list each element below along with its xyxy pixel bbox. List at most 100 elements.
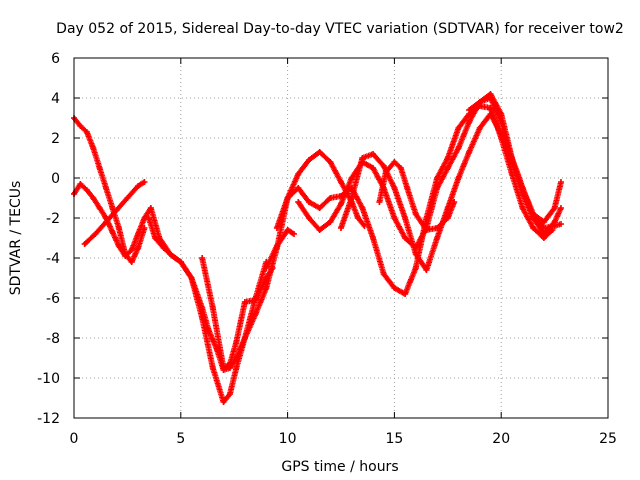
data-point — [540, 225, 547, 231]
data-point — [455, 125, 462, 131]
data-point — [348, 195, 355, 201]
data-point — [487, 95, 494, 101]
data-point — [391, 215, 398, 221]
data-point — [359, 155, 366, 161]
data-point — [391, 285, 398, 291]
data-point — [209, 305, 216, 311]
data-point — [115, 225, 122, 231]
data-point — [558, 179, 565, 185]
data-point — [135, 183, 142, 189]
series-track-5 — [199, 255, 276, 371]
data-point — [402, 235, 409, 241]
data-point — [90, 145, 97, 151]
data-point — [83, 187, 90, 193]
data-point — [160, 245, 167, 251]
data-point — [135, 231, 142, 237]
y-tick-label: 0 — [51, 171, 60, 187]
data-point — [338, 201, 344, 207]
data-point — [113, 207, 120, 213]
data-point — [316, 227, 323, 233]
data-point — [263, 275, 270, 281]
data-point — [284, 227, 291, 233]
data-point — [423, 227, 430, 233]
data-point — [466, 107, 473, 113]
data-point — [402, 215, 409, 221]
data-point — [476, 99, 483, 105]
data-point — [412, 211, 419, 217]
chart-title: Day 052 of 2015, Sidereal Day-to-day VTE… — [56, 21, 624, 37]
data-point — [530, 225, 537, 231]
data-point — [115, 243, 122, 249]
data-point — [434, 185, 441, 191]
data-point — [455, 145, 462, 151]
data-point — [305, 199, 312, 205]
data-point — [77, 123, 84, 129]
data-point — [77, 181, 84, 187]
data-point — [305, 157, 312, 163]
data-point — [188, 275, 195, 281]
series-track-6 — [263, 227, 298, 271]
data-point — [444, 165, 451, 171]
data-point — [327, 195, 334, 201]
data-point — [402, 291, 409, 297]
data-point — [558, 205, 565, 211]
x-axis-label: GPS time / hours — [281, 459, 398, 475]
data-point — [355, 215, 362, 221]
data-point — [81, 241, 88, 247]
data-point — [263, 265, 270, 271]
data-point — [466, 119, 473, 125]
data-point — [241, 335, 248, 341]
data-point — [338, 179, 344, 185]
data-point — [434, 175, 441, 181]
data-point — [252, 297, 259, 303]
data-point — [128, 247, 135, 253]
y-tick-label: -6 — [46, 291, 60, 307]
data-point — [233, 339, 240, 345]
data-point — [252, 311, 259, 317]
data-point — [376, 199, 383, 205]
x-tick-label: 0 — [70, 431, 79, 447]
x-tick-label: 25 — [599, 431, 617, 447]
series-track-3 — [81, 179, 148, 247]
data-point — [177, 259, 184, 265]
data-point — [476, 125, 483, 131]
y-tick-label: 2 — [51, 131, 60, 147]
data-point — [338, 225, 344, 231]
data-point — [508, 155, 515, 161]
data-point — [348, 175, 355, 181]
data-point — [209, 365, 216, 371]
data-point — [83, 129, 90, 135]
data-point — [90, 195, 97, 201]
y-tick-label: -8 — [46, 331, 60, 347]
data-point — [519, 185, 526, 191]
data-point — [291, 231, 298, 237]
x-tick-label: 10 — [279, 431, 297, 447]
data-point — [519, 205, 526, 211]
data-point — [380, 271, 387, 277]
data-point — [327, 159, 334, 165]
data-point — [141, 179, 148, 185]
data-point — [540, 231, 547, 237]
series-track-11 — [466, 95, 565, 225]
data-point — [434, 235, 441, 241]
data-point — [444, 155, 451, 161]
data-point — [451, 199, 458, 205]
data-point — [128, 259, 135, 265]
data-point — [295, 171, 302, 177]
series-track-10 — [376, 159, 458, 233]
data-point — [220, 399, 227, 405]
data-point — [284, 195, 291, 201]
data-point — [466, 149, 473, 155]
data-point — [169, 253, 176, 259]
y-tick-label: -10 — [37, 371, 60, 387]
data-point — [109, 229, 116, 235]
data-point — [455, 175, 462, 181]
y-tick-label: 6 — [51, 51, 60, 67]
data-point — [152, 235, 159, 241]
data-point — [269, 265, 276, 271]
data-point — [145, 215, 152, 221]
data-point — [92, 231, 99, 237]
data-point — [109, 205, 116, 211]
data-point — [295, 199, 302, 205]
